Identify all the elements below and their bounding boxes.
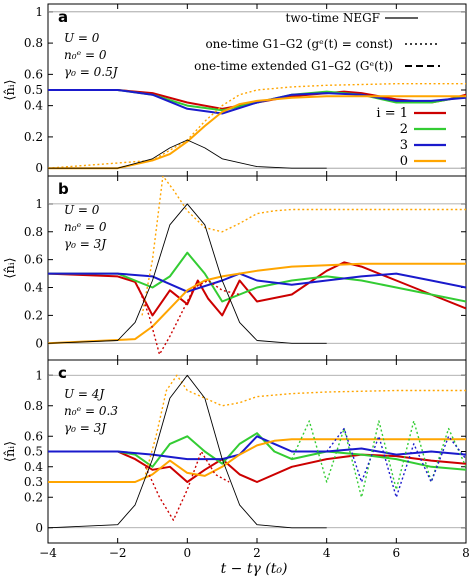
panel-letter: b xyxy=(58,180,69,198)
y-tick-label: 0.5 xyxy=(24,445,43,459)
panel-letter: c xyxy=(58,364,67,382)
y-tick-label: 1 xyxy=(35,5,43,19)
legend-extended-label: one-time extended G1–G2 (Gᵉ(t)) xyxy=(194,59,393,73)
series-line-orange-dotted xyxy=(144,374,466,475)
y-tick-label: 0.6 xyxy=(24,429,43,443)
legend-site-3-label: 3 xyxy=(400,138,408,153)
y-tick-label: 0 xyxy=(35,336,43,350)
series-line-red-dotted xyxy=(137,279,240,356)
parameter-label: γ₀ = 3J xyxy=(64,237,107,251)
panel-letter: a xyxy=(58,8,68,26)
y-tick-label: 0.3 xyxy=(24,475,43,489)
y-tick-label: 0 xyxy=(35,161,43,175)
series-line-green-dotted xyxy=(291,420,466,498)
x-tick-label: 8 xyxy=(462,546,470,560)
panel-a: 0 0.2 0.4 0.5 0.6 0.8 1 ⟨n̂ᵢ⟩ a U = 0 n₀ᵉ = 0 γ₀ = … xyxy=(3,3,467,177)
x-tick-label: −4 xyxy=(39,546,57,560)
y-tick-label: 0.2 xyxy=(24,308,43,322)
y-tick-label: 0.5 xyxy=(24,83,43,97)
legend-site-1-label: i = 1 xyxy=(376,106,408,121)
y-tick-label: 0.4 xyxy=(24,281,43,295)
y-axis-label: ⟨n̂ᵢ⟩ xyxy=(3,441,18,462)
y-tick-label: 1 xyxy=(35,197,43,211)
x-tick-label: 4 xyxy=(323,546,331,560)
y-axis-label: ⟨n̂ᵢ⟩ xyxy=(3,79,18,100)
parameter-label: n₀ᵉ = 0 xyxy=(64,220,107,234)
series-line-green-solid xyxy=(48,251,466,303)
y-tick-label: 0 xyxy=(35,521,43,535)
series-line-blue-solid xyxy=(48,435,466,461)
y-tick-label: 0.4 xyxy=(24,99,43,113)
legend-line-styles: two-time NEGF one-time G1–G2 (gᵉ(t) = co… xyxy=(194,11,440,73)
series-line-orange-dotted xyxy=(48,82,466,169)
parameter-label: γ₀ = 3J xyxy=(64,421,107,435)
parameter-label: n₀ᵉ = 0 xyxy=(64,48,107,62)
y-tick-label: 0.8 xyxy=(24,36,43,50)
legend-site-2-label: 2 xyxy=(400,122,408,137)
y-tick-label: 0.2 xyxy=(24,130,43,144)
series-line-blue-solid xyxy=(48,272,466,293)
x-tick-label: −2 xyxy=(109,546,127,560)
parameter-label: U = 0 xyxy=(64,203,100,217)
parameter-label: γ₀ = 0.5J xyxy=(64,65,119,79)
y-tick-label: 0.4 xyxy=(24,460,43,474)
legend-two-time-label: two-time NEGF xyxy=(286,11,381,25)
x-axis: −4 −2 0 2 4 6 8 xyxy=(39,546,470,560)
series-line-green-solid xyxy=(48,432,466,471)
legend-one-time-label: one-time G1–G2 (gᵉ(t) = const) xyxy=(205,37,393,51)
legend-sites: i = 1 2 3 0 xyxy=(376,106,446,169)
series-line-orange-dotted xyxy=(141,176,466,316)
series-line-red-solid xyxy=(48,450,466,483)
series-line-black-solid xyxy=(48,203,327,344)
y-tick-label: 0.2 xyxy=(24,490,43,504)
series-line-orange-solid xyxy=(48,438,466,483)
panel-b: 0 0.2 0.4 0.6 0.8 1 ⟨n̂ᵢ⟩ b U = 0 n₀ᵉ = 0 γ₀ = 3J xyxy=(3,175,467,361)
y-tick-label: 0.6 xyxy=(24,253,43,267)
panel-c: 0 0.20.30.40.5 0.6 0.8 1 ⟨n̂ᵢ⟩ c U = 4J n₀ᵉ = 0.… xyxy=(3,359,467,544)
x-axis-label: t − tγ (t₀) xyxy=(221,561,288,577)
y-tick-label: 0.8 xyxy=(24,399,43,413)
parameter-label: U = 0 xyxy=(64,31,100,45)
series-line-black-solid xyxy=(48,139,327,169)
y-tick-label: 0.8 xyxy=(24,225,43,239)
legend-site-0-label: 0 xyxy=(400,154,408,169)
y-tick-label: 0.6 xyxy=(24,67,43,81)
x-tick-label: 0 xyxy=(184,546,192,560)
series-line-black-solid xyxy=(48,374,327,529)
x-tick-label: 6 xyxy=(393,546,401,560)
y-tick-label: 1 xyxy=(35,368,43,382)
parameter-label: n₀ᵉ = 0.3 xyxy=(64,404,118,418)
parameter-label: U = 4J xyxy=(64,387,105,401)
x-tick-label: 2 xyxy=(253,546,261,560)
y-axis-label: ⟨n̂ᵢ⟩ xyxy=(3,257,18,278)
